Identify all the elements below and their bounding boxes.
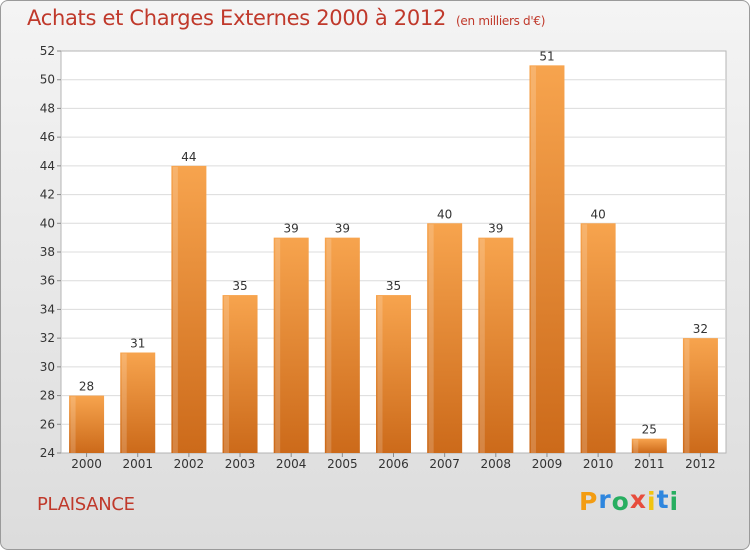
- chart-subtitle: (en milliers d'€): [456, 14, 546, 28]
- x-tick-label: 2011: [634, 457, 665, 471]
- data-label: 25: [642, 423, 657, 437]
- y-tick-label: 32: [40, 331, 55, 345]
- logo-letter: t: [656, 485, 670, 514]
- bar-2004: [273, 237, 309, 453]
- x-tick-label: 2000: [71, 457, 102, 471]
- bar-highlight: [633, 439, 639, 453]
- data-label: 51: [539, 49, 554, 63]
- x-tick-label: 2006: [378, 457, 409, 471]
- bar-highlight: [326, 238, 332, 453]
- y-tick-label: 34: [40, 302, 55, 316]
- bar-highlight: [121, 353, 127, 453]
- bar-2011: [631, 438, 667, 453]
- y-tick-label: 48: [40, 101, 55, 115]
- bar-2008: [478, 237, 514, 453]
- chart-title: Achats et Charges Externes 2000 à 2012 (e…: [27, 6, 545, 30]
- bar-highlight: [172, 166, 178, 453]
- x-tick-label: 2002: [174, 457, 205, 471]
- x-tick-label: 2008: [481, 457, 512, 471]
- bar-highlight: [428, 224, 434, 453]
- location-name: PLAISANCE: [37, 494, 135, 515]
- logo-letter: r: [598, 485, 612, 514]
- y-tick-label: 30: [40, 360, 55, 374]
- y-tick-label: 52: [40, 44, 55, 58]
- data-label: 40: [590, 207, 605, 221]
- data-label: 31: [130, 337, 145, 351]
- bar-highlight: [582, 224, 588, 453]
- bar-highlight: [530, 66, 536, 453]
- data-label: 39: [488, 222, 503, 236]
- x-tick-label: 2012: [685, 457, 716, 471]
- y-tick-label: 40: [40, 216, 55, 230]
- bar-2007: [427, 223, 463, 453]
- bar-highlight: [479, 238, 485, 453]
- data-labels: 28 31 44 35 39 39 35 40 39 51 40 25 32: [79, 49, 708, 436]
- y-tick-label: 38: [40, 245, 55, 259]
- proxiti-logo: Proxiti: [579, 485, 680, 516]
- y-tick-label: 28: [40, 389, 55, 403]
- y-tick-label: 50: [40, 73, 55, 87]
- bar-highlight: [684, 339, 690, 453]
- logo-letter: i: [669, 487, 680, 516]
- bar-highlight: [70, 396, 76, 453]
- x-tick-label: 2007: [429, 457, 460, 471]
- data-label: 39: [284, 222, 299, 236]
- y-tick-label: 24: [40, 446, 55, 460]
- y-tick-label: 42: [40, 188, 55, 202]
- bar-highlight: [224, 296, 230, 453]
- bar-2006: [376, 295, 411, 453]
- bar-2012: [682, 338, 718, 453]
- chart-title-text: Achats et Charges Externes 2000 à 2012: [27, 6, 447, 30]
- y-tick-label: 46: [40, 130, 55, 144]
- logo-letter: i: [647, 487, 657, 516]
- bar-highlight: [377, 296, 383, 453]
- bar-2001: [120, 352, 156, 453]
- bars: [69, 65, 718, 453]
- data-label: 35: [232, 279, 247, 293]
- x-tick-label: 2009: [532, 457, 563, 471]
- x-axis-ticks: 2000 2001 2002 2003 2004 2005 2006 2007 2008 2009…: [71, 453, 716, 471]
- data-label: 35: [386, 279, 401, 293]
- bar-2005: [324, 237, 360, 453]
- logo-letter: x: [629, 485, 647, 514]
- data-label: 39: [335, 222, 350, 236]
- x-tick-label: 2005: [327, 457, 358, 471]
- data-label: 32: [693, 322, 708, 336]
- x-tick-label: 2010: [583, 457, 614, 471]
- data-label: 40: [437, 207, 452, 221]
- x-tick-label: 2003: [225, 457, 256, 471]
- bar-2003: [222, 295, 258, 453]
- x-tick-label: 2001: [122, 457, 153, 471]
- bar-2009: [529, 65, 565, 453]
- y-tick-label: 26: [40, 417, 55, 431]
- y-axis-ticks: 24 26 28 30 32 34 36 38 40 42 44 46 48 50 52: [40, 44, 61, 460]
- logo-letter: o: [611, 487, 630, 516]
- bar-2002: [171, 165, 207, 453]
- data-label: 28: [79, 380, 94, 394]
- logo-letter: P: [579, 487, 599, 516]
- y-tick-label: 44: [40, 159, 55, 173]
- data-label: 44: [181, 150, 196, 164]
- bar-highlight: [275, 238, 281, 453]
- y-tick-label: 36: [40, 274, 55, 288]
- x-tick-label: 2004: [276, 457, 307, 471]
- bar-2000: [69, 395, 105, 453]
- bar-2010: [580, 223, 616, 453]
